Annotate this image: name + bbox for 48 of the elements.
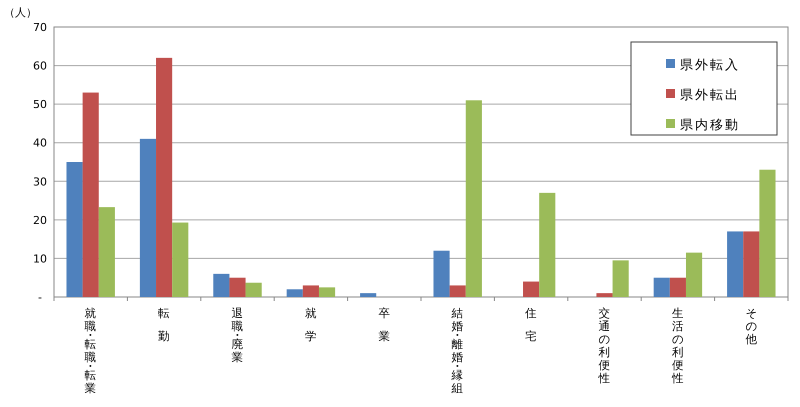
y-tick-label: 40 bbox=[33, 136, 47, 150]
y-tick-label: 20 bbox=[33, 214, 47, 227]
bar bbox=[670, 278, 686, 297]
bar bbox=[213, 274, 230, 297]
y-tick-label: 30 bbox=[33, 175, 47, 188]
legend-label: 県内移動 bbox=[680, 118, 740, 133]
legend-label: 県外転入 bbox=[680, 58, 740, 73]
bar bbox=[450, 285, 466, 297]
bar bbox=[727, 231, 744, 297]
bar bbox=[433, 250, 450, 297]
x-tick-label: 生活の利便性 bbox=[670, 306, 684, 385]
y-tick-label: 70 bbox=[33, 21, 47, 34]
bar bbox=[596, 293, 613, 297]
bar bbox=[302, 285, 319, 297]
bar bbox=[286, 289, 303, 297]
y-tick-label: - bbox=[38, 291, 42, 304]
bar bbox=[82, 92, 99, 297]
x-tick-label: 卒業 bbox=[378, 306, 390, 343]
y-tick-label: 10 bbox=[33, 252, 47, 266]
bar bbox=[523, 282, 540, 297]
x-tick-label: その他 bbox=[745, 306, 758, 346]
x-tick-label: 退職・廃業 bbox=[232, 306, 244, 364]
bar bbox=[98, 207, 115, 297]
x-tick-label: 転勤 bbox=[158, 306, 170, 343]
bar bbox=[654, 278, 670, 297]
bar bbox=[318, 287, 336, 297]
bar bbox=[66, 162, 83, 297]
bar bbox=[360, 293, 376, 297]
bar bbox=[612, 260, 629, 297]
bar bbox=[246, 282, 262, 297]
x-tick-label: 交通の利便性 bbox=[598, 306, 610, 385]
x-tick-label: 住宅 bbox=[524, 306, 538, 343]
x-tick-label: 就職・転職・転業 bbox=[84, 306, 97, 395]
bar bbox=[759, 170, 776, 297]
y-tick-label: 50 bbox=[33, 98, 47, 112]
bar bbox=[743, 231, 760, 297]
y-axis-title: （人） bbox=[4, 6, 37, 19]
bar bbox=[229, 278, 246, 297]
x-tick-label: 就学 bbox=[304, 306, 317, 343]
bar bbox=[466, 100, 482, 297]
bar bbox=[156, 58, 172, 297]
y-tick-label: 60 bbox=[33, 60, 47, 73]
x-tick-label: 結婚・離婚・縁組 bbox=[450, 306, 464, 395]
legend-label: 県外転出 bbox=[680, 88, 740, 103]
bar bbox=[539, 192, 556, 297]
bar bbox=[172, 222, 188, 297]
bar bbox=[140, 138, 156, 297]
bar bbox=[686, 252, 702, 297]
